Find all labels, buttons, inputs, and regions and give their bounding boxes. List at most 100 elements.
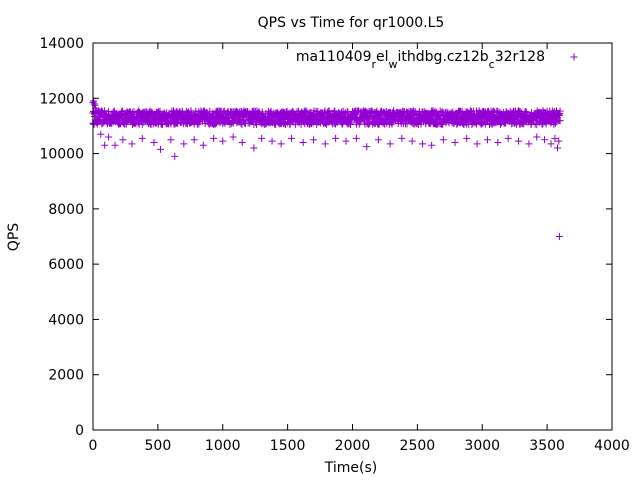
data-point — [496, 120, 504, 128]
data-point — [428, 141, 436, 149]
data-point — [332, 134, 340, 142]
data-point — [551, 118, 559, 126]
data-point — [363, 143, 371, 151]
y-tick-label: 14000 — [39, 36, 84, 52]
x-tick-label: 2500 — [400, 438, 436, 454]
data-point — [171, 152, 179, 160]
legend-text-part: ithdbg.cz12b — [398, 49, 489, 65]
data-point — [105, 133, 113, 141]
data-point — [473, 140, 481, 148]
x-tick-label: 1500 — [270, 438, 306, 454]
data-point — [554, 144, 562, 152]
data-point — [419, 140, 427, 148]
data-point — [180, 140, 188, 148]
data-point — [555, 137, 563, 145]
data-point — [219, 137, 227, 145]
data-point — [556, 117, 564, 125]
data-point — [533, 133, 541, 141]
data-point — [547, 140, 555, 148]
data-point — [439, 136, 447, 144]
legend-text-part: el — [376, 49, 389, 65]
x-tick-label: 1000 — [205, 438, 241, 454]
data-point — [97, 130, 105, 138]
data-point — [483, 136, 491, 144]
data-point — [190, 136, 198, 144]
data-point — [156, 145, 164, 153]
data-point — [504, 134, 512, 142]
series-points — [89, 97, 564, 240]
data-point — [510, 108, 518, 116]
legend-marker-symbol — [570, 53, 578, 61]
data-point — [555, 233, 563, 240]
data-point — [101, 141, 109, 149]
data-point — [398, 134, 406, 142]
data-point — [494, 139, 502, 147]
data-point — [250, 144, 258, 152]
x-tick-label: 4000 — [594, 438, 630, 454]
data-point — [150, 139, 158, 147]
data-point — [342, 137, 350, 145]
legend-entry-label: ma110409relwithdbg.cz12bc32r128 — [296, 49, 545, 71]
legend: ma110409relwithdbg.cz12bc32r128 — [296, 49, 578, 71]
data-point — [439, 120, 447, 128]
legend-text-part: ma110409 — [296, 49, 372, 65]
plot-frame — [92, 42, 613, 431]
data-point — [537, 114, 545, 122]
data-point — [321, 140, 329, 148]
data-point — [310, 136, 318, 144]
x-tick-label: 2000 — [335, 438, 371, 454]
data-point — [299, 139, 307, 147]
data-point — [458, 109, 466, 117]
legend-text-part: c — [489, 58, 495, 71]
data-point — [386, 140, 394, 148]
data-point — [108, 119, 116, 127]
data-point — [541, 136, 549, 144]
data-point — [90, 100, 98, 108]
data-point — [138, 134, 146, 142]
y-tick-label: 10000 — [39, 147, 84, 163]
data-point — [208, 110, 216, 118]
y-axis-ticks: 0 2000 4000 6000 8000 10000 12000 14000 — [39, 36, 612, 439]
data-point — [451, 139, 459, 147]
data-point — [94, 109, 102, 117]
y-tick-label: 8000 — [48, 202, 84, 218]
y-tick-label: 2000 — [48, 368, 84, 384]
legend-marker — [570, 53, 578, 61]
data-point — [119, 136, 127, 144]
data-point — [210, 134, 218, 142]
x-axis-ticks: 0 500 1000 1500 2000 2500 3000 3500 4000 — [89, 43, 630, 454]
data-point — [551, 134, 559, 142]
data-point — [288, 134, 296, 142]
x-axis-label: Time(s) — [324, 460, 377, 476]
x-tick-label: 0 — [89, 438, 98, 454]
y-axis-label: QPS — [6, 223, 22, 251]
y-tick-label: 6000 — [48, 257, 84, 273]
data-point — [128, 140, 136, 148]
data-point — [195, 120, 203, 128]
legend-text-part: 32r128 — [495, 49, 545, 65]
data-point — [277, 140, 285, 148]
y-tick-label: 4000 — [48, 312, 84, 328]
data-point — [323, 120, 331, 128]
data-point — [408, 137, 416, 145]
data-point — [187, 109, 195, 117]
data-point — [374, 136, 382, 144]
x-tick-label: 3000 — [464, 438, 500, 454]
chart-title: QPS vs Time for qr1000.L5 — [258, 15, 445, 31]
data-point — [268, 137, 276, 145]
data-point — [346, 120, 354, 128]
data-point — [280, 120, 288, 128]
data-point — [167, 136, 175, 144]
data-point — [462, 116, 470, 124]
y-tick-label: 12000 — [39, 91, 84, 107]
x-tick-label: 500 — [145, 438, 172, 454]
data-point — [468, 121, 476, 129]
data-point — [463, 134, 471, 142]
data-point — [525, 140, 533, 148]
data-point — [212, 119, 220, 127]
y-tick-label: 0 — [75, 423, 84, 439]
data-point — [556, 107, 564, 115]
legend-text-part: r — [371, 58, 376, 71]
data-point — [229, 133, 237, 141]
